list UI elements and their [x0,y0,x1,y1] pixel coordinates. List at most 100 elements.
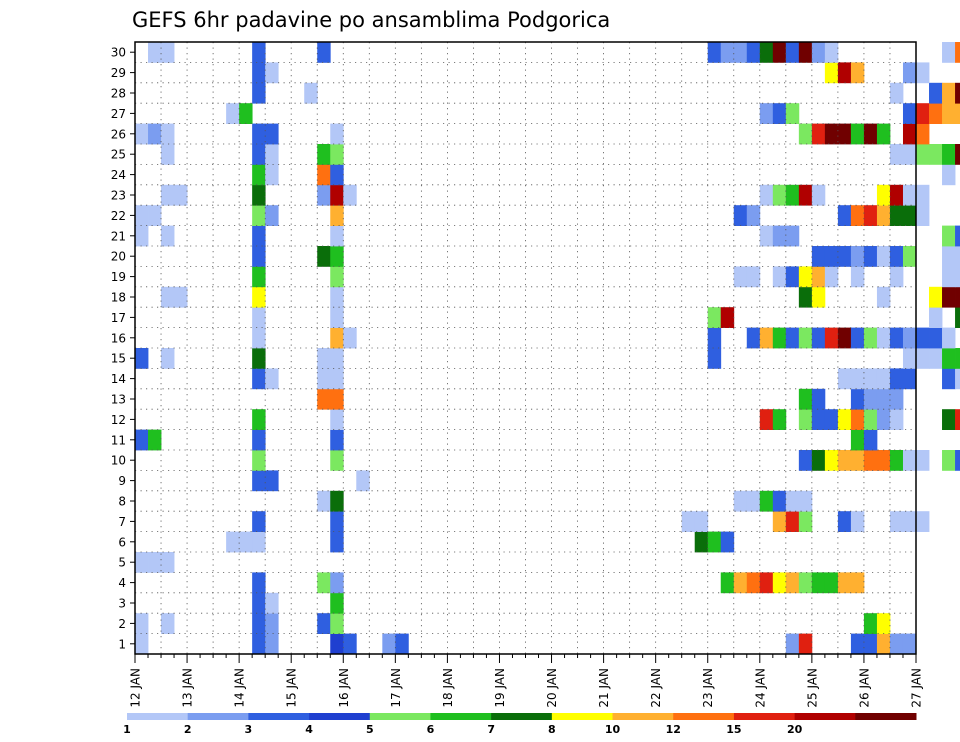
colorbar: 1 2 3 4 5 6 7 8 10 12 15 20 [123,713,917,736]
heatmap-cell [707,307,722,328]
heatmap-cell [837,511,852,532]
heatmap-cell [942,348,956,369]
y-tick-label: 18 [111,291,126,305]
heatmap-cell [955,42,960,63]
heatmap-cell [876,388,891,410]
heatmap-cell [265,62,279,84]
heatmap-cell [785,103,800,124]
heatmap-cell [929,327,943,349]
y-tick-label: 2 [118,617,126,631]
heatmap-cell [226,103,240,124]
heatmap-cell [863,633,878,655]
heatmap-cell [317,164,331,186]
heatmap-cell [161,144,175,165]
heatmap-cell [330,184,344,206]
colorbar-label: 5 [366,723,374,736]
heatmap-cell [863,429,878,451]
heatmap-cell [161,42,175,63]
heatmap-cell [330,613,344,634]
y-tick-label: 21 [111,229,126,243]
heatmap-cell [330,592,344,614]
heatmap-cell [135,633,149,655]
heatmap-cell [850,409,865,430]
heatmap-cell [252,205,266,226]
heatmap-cell [902,246,917,267]
heatmap-cell [135,205,149,226]
heatmap-cell [850,511,865,532]
heatmap-cell [955,307,960,328]
heatmap-cell [161,552,175,573]
heatmap-cell [772,327,787,349]
heatmap-cell [902,327,917,349]
heatmap-cell [252,225,266,247]
heatmap-cell [252,531,266,553]
heatmap-cell [955,368,960,390]
colorbar-swatch [369,713,431,720]
heatmap-cell [863,368,878,390]
heatmap-cell [785,490,800,512]
heatmap-cell [850,572,865,594]
heatmap-cell [330,450,344,471]
heatmap-cell [902,368,917,390]
heatmap-cell [824,62,839,84]
heatmap-cell [850,246,865,267]
heatmap-cell [772,572,787,594]
heatmap-cell [317,613,331,634]
heatmap-cell [889,184,904,206]
heatmap-cell [161,348,175,369]
heatmap-cell [135,552,149,573]
heatmap-cell [733,266,748,288]
y-tick-label: 14 [111,372,126,386]
heatmap-cell [772,103,787,124]
heatmap-cell [955,348,960,369]
x-tick-label: 12 JAN [129,668,143,708]
heatmap-cell [902,633,917,655]
y-tick-label: 12 [111,413,126,427]
y-tick-label: 27 [111,107,126,121]
heatmap-cell [916,327,930,349]
heatmap-cell [252,164,266,186]
heatmap-cell [265,633,279,655]
heatmap-cell [955,144,960,165]
heatmap-cell [850,388,865,410]
heatmap-cell [863,409,878,430]
heatmap-cell [356,470,370,492]
heatmap-cell [942,368,956,390]
x-tick-label: 16 JAN [337,668,351,708]
heatmap-cell [252,266,266,288]
heatmap-cell [929,103,943,124]
heatmap-cell [863,450,878,471]
y-tick-label: 3 [118,597,126,611]
y-tick-label: 1 [118,637,126,651]
colorbar-swatch [551,713,614,720]
heatmap-cell [929,144,943,165]
heatmap-cell [916,205,930,226]
heatmap-cell [889,246,904,267]
heatmap-cell [330,633,344,655]
heatmap-cell [850,266,865,288]
heatmap-cell [265,470,279,492]
heatmap-cell [317,144,331,165]
heatmap-cell [785,42,800,63]
heatmap-cell [330,123,344,145]
y-tick-label: 15 [111,352,126,366]
colorbar-swatch [491,713,553,720]
heatmap-cell [330,490,344,512]
heatmap-cell [759,225,774,247]
heatmap-cell [239,103,253,124]
heatmap-cell [902,123,917,145]
heatmap-cell [252,286,266,308]
colorbar-label: 6 [427,723,435,736]
chart-title: GEFS 6hr padavine po ansamblima Podgoric… [132,8,610,32]
heatmap-cell [942,266,956,288]
heatmap-cell [759,327,774,349]
x-axis: 12 JAN 13 JAN 14 JAN 15 JAN 16 JAN 17 JAN 18 J… [129,654,924,708]
heatmap-cell [252,82,266,104]
heatmap-cell [330,572,344,594]
heatmap-cell [837,368,852,390]
heatmap-cell [265,205,279,226]
heatmap-cell [733,205,748,226]
heatmap-cell [252,246,266,267]
heatmap-cell [876,205,891,226]
heatmap-cell [824,572,839,594]
